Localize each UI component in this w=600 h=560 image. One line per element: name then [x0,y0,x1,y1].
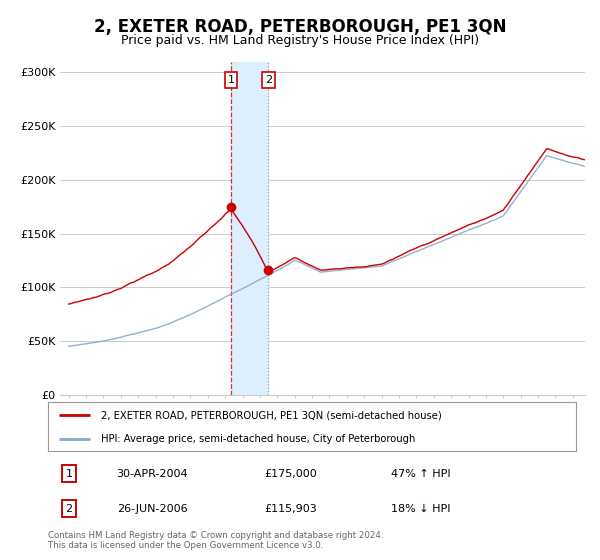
Text: 1: 1 [227,75,235,85]
Text: 2, EXETER ROAD, PETERBOROUGH, PE1 3QN (semi-detached house): 2, EXETER ROAD, PETERBOROUGH, PE1 3QN (s… [101,410,442,421]
Text: 18% ↓ HPI: 18% ↓ HPI [391,503,451,514]
Text: HPI: Average price, semi-detached house, City of Peterborough: HPI: Average price, semi-detached house,… [101,434,415,444]
Text: 30-APR-2004: 30-APR-2004 [116,469,188,479]
Text: Contains HM Land Registry data © Crown copyright and database right 2024.
This d: Contains HM Land Registry data © Crown c… [48,531,383,550]
Bar [231,62,268,395]
Text: 2, EXETER ROAD, PETERBOROUGH, PE1 3QN: 2, EXETER ROAD, PETERBOROUGH, PE1 3QN [94,18,506,36]
Text: Price paid vs. HM Land Registry's House Price Index (HPI): Price paid vs. HM Land Registry's House … [121,34,479,46]
Text: £175,000: £175,000 [265,469,317,479]
Text: 2: 2 [65,503,73,514]
Text: 47% ↑ HPI: 47% ↑ HPI [391,469,451,479]
Text: 1: 1 [65,469,73,479]
Text: 26-JUN-2006: 26-JUN-2006 [116,503,187,514]
Text: £115,903: £115,903 [265,503,317,514]
Text: 2: 2 [265,75,272,85]
